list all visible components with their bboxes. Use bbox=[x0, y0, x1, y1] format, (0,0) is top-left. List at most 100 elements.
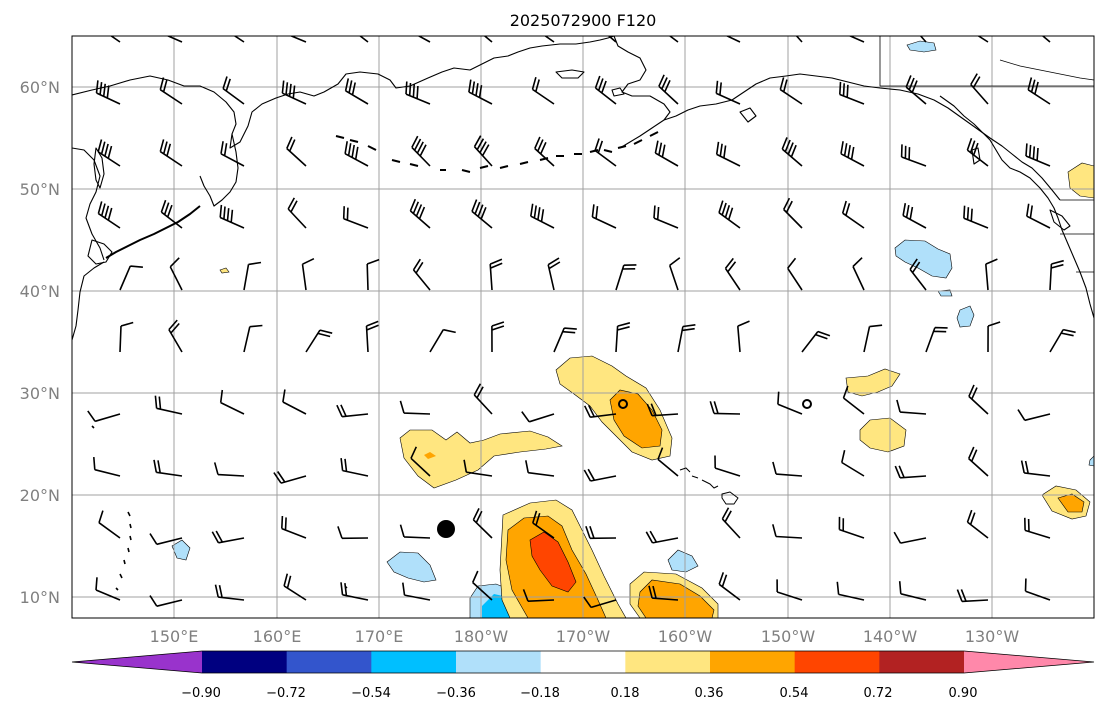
wind-barb bbox=[95, 80, 121, 105]
wind-barb bbox=[838, 516, 865, 539]
wind-barb bbox=[399, 400, 431, 415]
wind-barb bbox=[402, 582, 431, 601]
colorbar-extend-high bbox=[964, 651, 1094, 673]
wind-barb bbox=[967, 446, 989, 477]
alaska-coastline bbox=[613, 36, 1061, 201]
wind-barb bbox=[777, 391, 803, 415]
wind-barb bbox=[97, 139, 121, 167]
hawaiian-islands bbox=[679, 467, 739, 505]
colorbar-tick-label: 0.18 bbox=[611, 686, 640, 701]
wind-barb bbox=[893, 531, 927, 544]
wind-barb bbox=[848, 36, 865, 43]
wind-barb bbox=[287, 197, 307, 229]
wind-barb bbox=[483, 36, 493, 43]
wind-barb bbox=[900, 144, 927, 167]
wind-barb bbox=[409, 198, 431, 229]
wind-barb bbox=[645, 530, 679, 544]
wind-barb bbox=[583, 404, 617, 418]
wind-barb bbox=[93, 457, 121, 477]
colorbar-segment bbox=[286, 651, 372, 673]
st-lawrence-island bbox=[555, 69, 585, 79]
wind-barb bbox=[583, 468, 617, 482]
latitude-labels: 60°N 50°N 40°N 30°N 20°N 10°N bbox=[20, 78, 60, 607]
wind-barb bbox=[842, 385, 865, 415]
canada-us-border bbox=[1060, 199, 1094, 273]
wind-barb bbox=[1020, 460, 1051, 477]
lat-label: 40°N bbox=[20, 282, 60, 301]
wind-barb bbox=[344, 141, 369, 167]
wind-barb bbox=[615, 264, 637, 291]
lon-label: 170°W bbox=[556, 627, 611, 646]
kodiak-island bbox=[739, 107, 757, 123]
wind-barb bbox=[97, 201, 121, 229]
alaska-canada-border bbox=[879, 36, 1094, 87]
colorbar-tick-label: 0.90 bbox=[949, 686, 978, 701]
colorbar-tick-label: −0.36 bbox=[436, 686, 476, 701]
negative-anomaly-area bbox=[894, 239, 953, 279]
colorbar-tick-label: 0.36 bbox=[695, 686, 724, 701]
colorbar-tick-labels: −0.90 −0.72 −0.54 −0.36 −0.18 0.18 0.36 … bbox=[181, 686, 977, 701]
wind-barb bbox=[966, 509, 989, 539]
wind-barb bbox=[553, 327, 577, 353]
wind-barb bbox=[154, 395, 183, 415]
wind-barb bbox=[399, 524, 431, 539]
japan-coastline bbox=[72, 261, 105, 341]
longitude-labels: 150°E 160°E 170°E 180°W 170°W 160°W 150°… bbox=[150, 627, 1020, 646]
wind-barb bbox=[214, 584, 245, 601]
wind-barb bbox=[1027, 77, 1051, 105]
colorbar-segment bbox=[879, 651, 965, 673]
wind-barb bbox=[787, 257, 803, 291]
wind-barb bbox=[715, 80, 741, 105]
wind-barb bbox=[902, 203, 927, 229]
strong-positive-anomaly-area bbox=[609, 389, 663, 449]
wind-barb bbox=[724, 257, 741, 291]
lon-label: 180°W bbox=[454, 627, 509, 646]
negative-anomaly-area bbox=[386, 551, 437, 583]
wind-barb bbox=[841, 200, 865, 229]
wind-barb bbox=[463, 459, 493, 477]
wind-barbs bbox=[87, 36, 1076, 609]
wind-barb bbox=[779, 77, 803, 105]
wind-barb bbox=[1024, 578, 1051, 601]
wind-barb bbox=[530, 203, 555, 229]
hokkaido-coastline bbox=[87, 239, 113, 265]
wind-barb bbox=[471, 570, 493, 601]
wind-barb bbox=[966, 137, 989, 167]
wind-barb bbox=[657, 447, 679, 477]
lon-label: 150°W bbox=[761, 627, 816, 646]
wind-barb bbox=[301, 257, 315, 291]
wind-barb bbox=[772, 461, 803, 477]
marianas-islands bbox=[115, 511, 132, 591]
wind-barb bbox=[909, 258, 927, 291]
alaska-peninsula-coastline bbox=[619, 119, 665, 149]
wind-barb bbox=[149, 595, 183, 607]
colorbar-extend-low bbox=[72, 651, 202, 673]
wind-barb bbox=[160, 199, 183, 229]
wind-barb bbox=[168, 319, 183, 353]
very-strong-positive-anomaly-area bbox=[529, 531, 577, 593]
wind-barb bbox=[1026, 203, 1051, 229]
wind-barb bbox=[863, 324, 883, 353]
lon-label: 130°W bbox=[965, 627, 1020, 646]
wind-barb bbox=[468, 79, 493, 105]
wind-barb bbox=[801, 330, 831, 353]
wind-barb bbox=[987, 321, 1001, 353]
wind-barb bbox=[1049, 259, 1064, 291]
wind-barb bbox=[658, 74, 679, 105]
wind-barb bbox=[776, 579, 803, 601]
wind-barb bbox=[715, 141, 741, 167]
wind-barb bbox=[718, 572, 741, 601]
wind-barb bbox=[283, 573, 307, 601]
wind-barb bbox=[219, 204, 245, 229]
wind-barb bbox=[410, 446, 431, 477]
wind-barb bbox=[281, 515, 307, 539]
lat-label: 50°N bbox=[20, 180, 60, 199]
wind-barb bbox=[607, 36, 617, 43]
wind-barb bbox=[342, 206, 369, 229]
wind-barb bbox=[149, 533, 183, 546]
wind-barb bbox=[489, 258, 503, 291]
wind-barb bbox=[153, 459, 183, 477]
wind-barb bbox=[852, 257, 865, 291]
tropical-cyclone-marker bbox=[437, 520, 455, 538]
